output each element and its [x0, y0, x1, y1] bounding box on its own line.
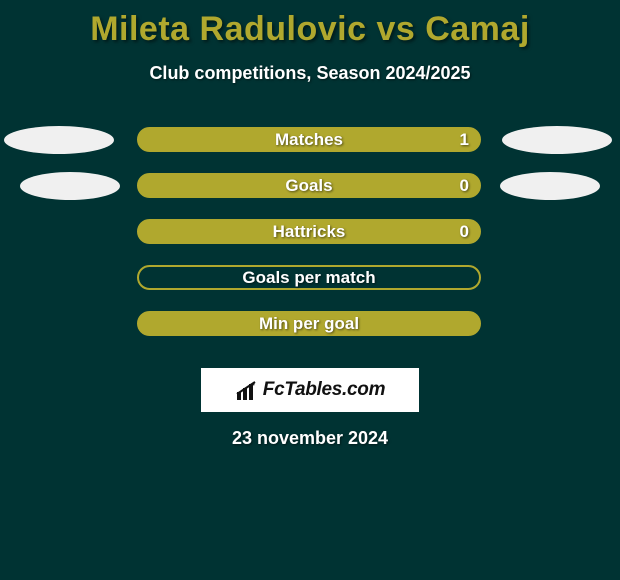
- stat-value: 0: [460, 222, 469, 242]
- stat-value: 0: [460, 176, 469, 196]
- stat-row: Goals per match: [0, 262, 620, 308]
- stat-bar: Matches 1: [137, 127, 481, 152]
- stats-rows: Matches 1 Goals 0 Hattricks 0 Goals per match M…: [0, 124, 620, 354]
- stat-row: Hattricks 0: [0, 216, 620, 262]
- stat-label: Goals per match: [242, 268, 375, 288]
- page-subtitle: Club competitions, Season 2024/2025: [0, 63, 620, 84]
- player-right-marker: [502, 126, 612, 154]
- logo-box: FcTables.com: [201, 368, 419, 412]
- logo-chart-icon: [235, 380, 259, 400]
- stat-value: 1: [460, 130, 469, 150]
- stat-bar: Min per goal: [137, 311, 481, 336]
- date-text: 23 november 2024: [0, 428, 620, 449]
- stat-label: Min per goal: [259, 314, 359, 334]
- page-title: Mileta Radulovic vs Camaj: [0, 0, 620, 49]
- stat-bar: Goals 0: [137, 173, 481, 198]
- stat-label: Hattricks: [273, 222, 346, 242]
- player-left-marker: [20, 172, 120, 200]
- stat-row: Min per goal: [0, 308, 620, 354]
- logo-text: FcTables.com: [263, 379, 385, 401]
- stat-label: Matches: [275, 130, 343, 150]
- stat-bar: Goals per match: [137, 265, 481, 290]
- stat-bar: Hattricks 0: [137, 219, 481, 244]
- player-left-marker: [4, 126, 114, 154]
- stat-label: Goals: [285, 176, 332, 196]
- player-right-marker: [500, 172, 600, 200]
- stat-row: Goals 0: [0, 170, 620, 216]
- stat-row: Matches 1: [0, 124, 620, 170]
